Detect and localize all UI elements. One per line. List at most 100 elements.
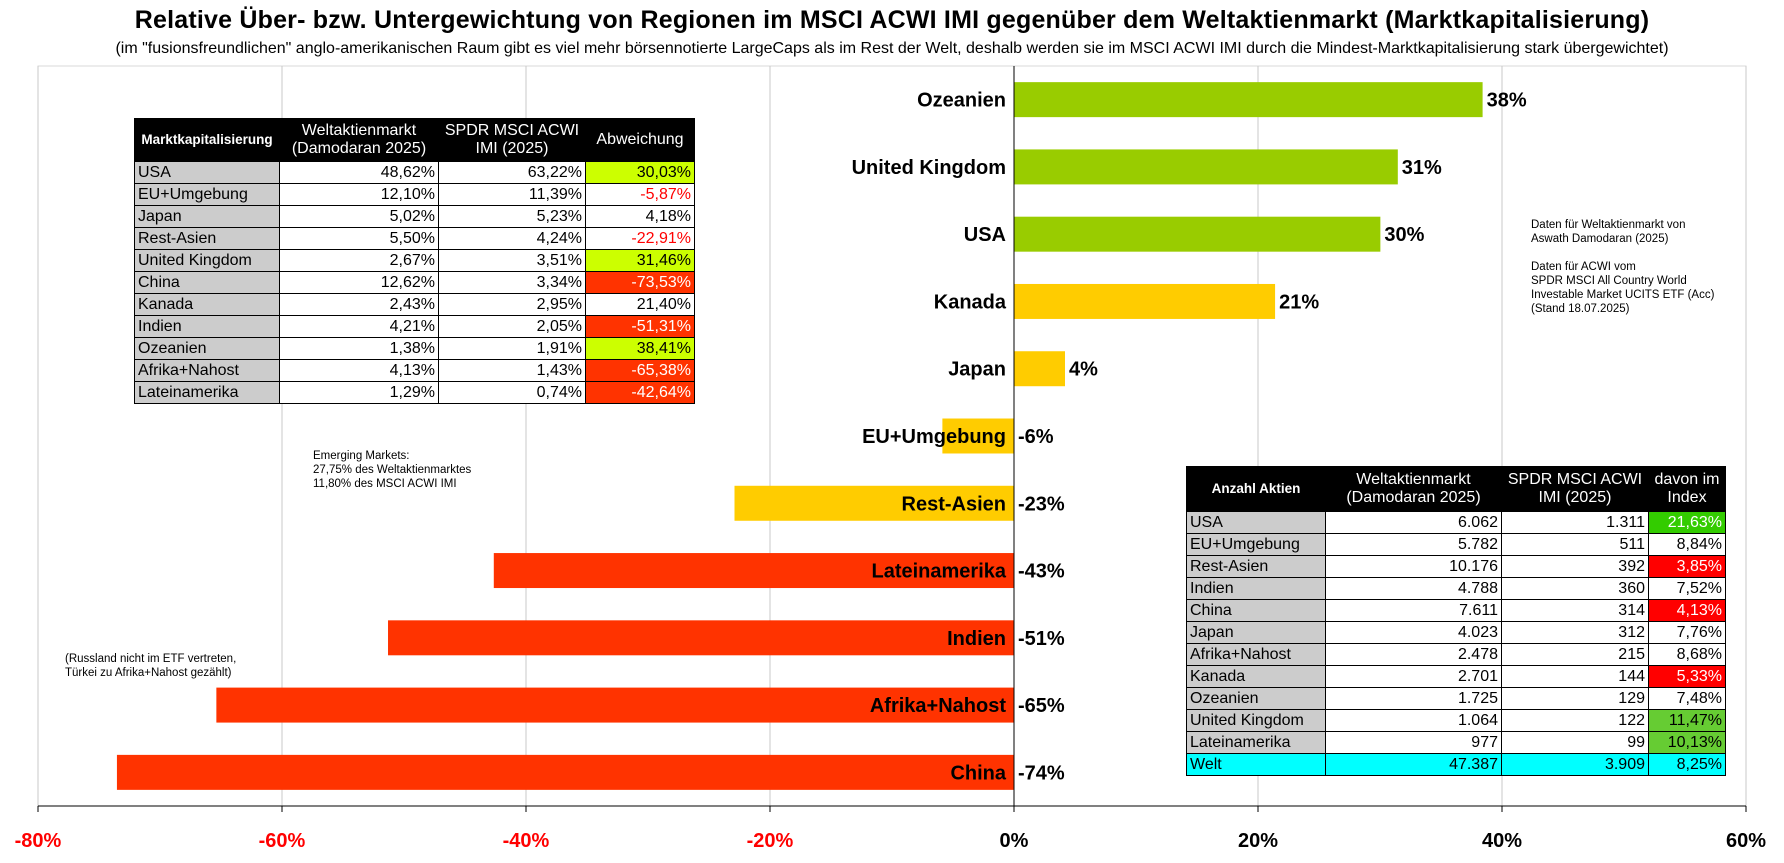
category-label: Rest-Asien xyxy=(902,493,1006,515)
header-acwi: SPDR MSCI ACWI IMI (2025) xyxy=(438,118,586,162)
deviation-cell: -5,87% xyxy=(585,183,695,206)
table-row: Japan 5,02% 5,23% 4,18% xyxy=(134,205,695,228)
region-cell: Indien xyxy=(134,315,280,338)
category-label: USA xyxy=(964,224,1006,246)
acwi-count-cell: 312 xyxy=(1501,621,1649,644)
x-tick-label: -40% xyxy=(503,830,550,852)
region-cell: USA xyxy=(1186,511,1326,534)
acwi-share-cell: 0,74% xyxy=(438,381,586,404)
deviation-cell: 4,18% xyxy=(585,205,695,228)
category-label: China xyxy=(950,762,1006,784)
data-label: 4% xyxy=(1069,359,1098,381)
acwi-count-cell: 99 xyxy=(1501,731,1649,754)
world-count-cell: 7.611 xyxy=(1325,599,1502,622)
note-line: Türkei zu Afrika+Nahost gezählt) xyxy=(65,667,232,679)
table-row: United Kingdom 2,67% 3,51% 31,46% xyxy=(134,249,695,272)
acwi-count-cell: 314 xyxy=(1501,599,1649,622)
region-cell: Japan xyxy=(1186,621,1326,644)
acwi-count-cell: 3.909 xyxy=(1501,753,1649,776)
table-row: USA 48,62% 63,22% 30,03% xyxy=(134,161,695,184)
category-label: EU+Umgebung xyxy=(862,426,1006,448)
table-row: Ozeanien 1.725 129 7,48% xyxy=(1186,687,1726,710)
region-cell: China xyxy=(1186,599,1326,622)
category-label: Indien xyxy=(947,628,1006,650)
bar xyxy=(1014,283,1276,319)
category-label: Kanada xyxy=(934,291,1007,313)
bar xyxy=(1014,351,1065,387)
acwi-share-cell: 63,22% xyxy=(438,161,586,184)
acwi-count-cell: 360 xyxy=(1501,577,1649,600)
table-row: Kanada 2.701 144 5,33% xyxy=(1186,665,1726,688)
table-row: Kanada 2,43% 2,95% 21,40% xyxy=(134,293,695,316)
region-cell: USA xyxy=(134,161,280,184)
world-share-cell: 2,67% xyxy=(279,249,439,272)
header-stock-count: Anzahl Aktien xyxy=(1186,466,1326,512)
data-label: -51% xyxy=(1018,628,1065,650)
data-label: 38% xyxy=(1487,90,1527,112)
deviation-cell: -65,38% xyxy=(585,359,695,382)
world-count-cell: 4.023 xyxy=(1325,621,1502,644)
region-cell: Ozeanien xyxy=(1186,687,1326,710)
sources-note: Daten für Weltaktienmarkt von Aswath Dam… xyxy=(1531,218,1714,316)
x-tick-label: 0% xyxy=(1000,830,1029,852)
index-share-cell: 7,76% xyxy=(1648,621,1726,644)
region-cell: EU+Umgebung xyxy=(1186,533,1326,556)
region-cell: Afrika+Nahost xyxy=(134,359,280,382)
category-label: Afrika+Nahost xyxy=(870,695,1006,717)
world-share-cell: 12,10% xyxy=(279,183,439,206)
acwi-share-cell: 1,91% xyxy=(438,337,586,360)
region-cell: United Kingdom xyxy=(134,249,280,272)
table-row: United Kingdom 1.064 122 11,47% xyxy=(1186,709,1726,732)
emerging-markets-note: Emerging Markets: 27,75% des Weltaktienm… xyxy=(313,449,471,491)
region-cell: Lateinamerika xyxy=(134,381,280,404)
index-share-cell: 8,25% xyxy=(1648,753,1726,776)
acwi-count-cell: 392 xyxy=(1501,555,1649,578)
category-label: Japan xyxy=(948,359,1006,381)
index-share-cell: 11,47% xyxy=(1648,709,1726,732)
table-header-row: Anzahl Aktien Weltaktienmarkt (Damodaran… xyxy=(1186,466,1726,512)
world-count-cell: 1.064 xyxy=(1325,709,1502,732)
region-cell: Kanada xyxy=(134,293,280,316)
category-label: United Kingdom xyxy=(852,157,1006,179)
table-row: USA 6.062 1.311 21,63% xyxy=(1186,511,1726,534)
world-share-cell: 5,02% xyxy=(279,205,439,228)
x-tick-label: 60% xyxy=(1726,830,1766,852)
region-cell: EU+Umgebung xyxy=(134,183,280,206)
bar xyxy=(216,687,1014,723)
x-tick-label: -80% xyxy=(15,830,62,852)
table-row: Lateinamerika 1,29% 0,74% -42,64% xyxy=(134,381,695,404)
table-row: Japan 4.023 312 7,76% xyxy=(1186,621,1726,644)
acwi-count-cell: 122 xyxy=(1501,709,1649,732)
bar xyxy=(1014,216,1381,252)
world-share-cell: 4,13% xyxy=(279,359,439,382)
region-cell: Kanada xyxy=(1186,665,1326,688)
index-share-cell: 7,48% xyxy=(1648,687,1726,710)
acwi-count-cell: 1.311 xyxy=(1501,511,1649,534)
region-cell: Japan xyxy=(134,205,280,228)
deviation-cell: 31,46% xyxy=(585,249,695,272)
world-share-cell: 1,38% xyxy=(279,337,439,360)
world-count-cell: 4.788 xyxy=(1325,577,1502,600)
data-label: -43% xyxy=(1018,561,1065,583)
header-world-market: Weltaktienmarkt (Damodaran 2025) xyxy=(1325,466,1502,512)
table-row: China 7.611 314 4,13% xyxy=(1186,599,1726,622)
table-row: Ozeanien 1,38% 1,91% 38,41% xyxy=(134,337,695,360)
stock-count-table: Anzahl Aktien Weltaktienmarkt (Damodaran… xyxy=(1186,466,1726,776)
acwi-count-cell: 215 xyxy=(1501,643,1649,666)
note-line: 27,75% des Weltaktienmarktes xyxy=(313,464,472,476)
table-row: Lateinamerika 977 99 10,13% xyxy=(1186,731,1726,754)
note-line: Aswath Damodaran (2025) xyxy=(1531,233,1669,245)
acwi-count-cell: 129 xyxy=(1501,687,1649,710)
table-total-row: Welt 47.387 3.909 8,25% xyxy=(1186,753,1726,776)
category-label: Lateinamerika xyxy=(871,561,1006,583)
note-line: (Russland nicht im ETF vertreten, xyxy=(65,653,237,665)
note-line: (Stand 18.07.2025) xyxy=(1531,303,1630,315)
acwi-share-cell: 4,24% xyxy=(438,227,586,250)
region-cell: China xyxy=(134,271,280,294)
index-share-cell: 7,52% xyxy=(1648,577,1726,600)
deviation-cell: 21,40% xyxy=(585,293,695,316)
data-label: 21% xyxy=(1279,291,1319,313)
region-cell: Rest-Asien xyxy=(134,227,280,250)
region-cell: Welt xyxy=(1186,753,1326,776)
